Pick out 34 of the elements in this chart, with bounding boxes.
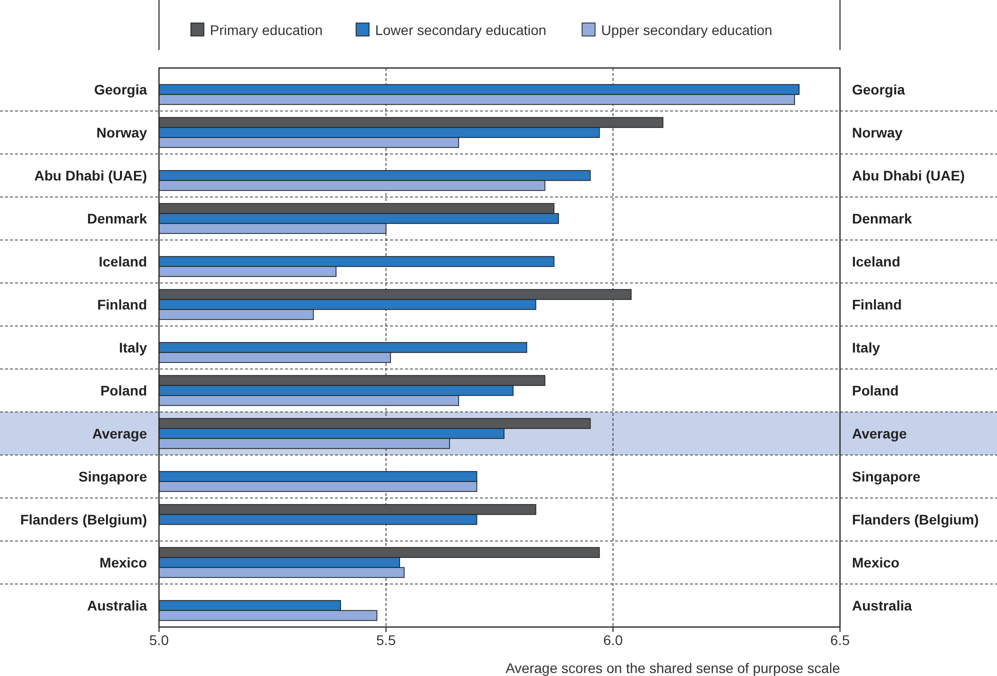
y-tick-label: Australia [87, 598, 148, 614]
y-tick-label: Norway [96, 124, 148, 140]
category-label: Norway [852, 124, 903, 140]
y-tick-label: Average [92, 426, 148, 442]
legend-label: Upper secondary education [601, 22, 772, 38]
x-tick-label: 6.0 [603, 632, 623, 648]
category-label: Australia [852, 598, 912, 614]
category-label: Denmark [852, 210, 912, 226]
text: Average [852, 426, 907, 442]
y-tick-label: Singapore [78, 468, 148, 484]
category-label: Iceland [852, 254, 900, 270]
y-tick-label: Denmark [87, 210, 148, 226]
x-axis-title: Average scores on the shared sense of purpose scale [506, 660, 840, 676]
category-label: Singapore [852, 468, 920, 484]
category-label: Abu Dhabi (UAE) [852, 168, 965, 184]
category-label: Finland [852, 296, 902, 312]
category-label: Poland [852, 382, 899, 398]
legend-label: Lower secondary education [375, 22, 546, 38]
category-label: Italy [852, 340, 880, 356]
category-label: Georgia [852, 82, 905, 98]
y-tick-label: Georgia [94, 82, 148, 98]
category-label: Mexico [852, 554, 900, 570]
y-tick-label: Flanders (Belgium) [20, 512, 147, 528]
x-tick-label: 6.5 [830, 632, 850, 648]
y-tick-label: Abu Dhabi (UAE) [34, 168, 147, 184]
category-label: Flanders (Belgium) [852, 512, 979, 528]
legend-label: Primary education [210, 22, 323, 38]
y-tick-label: Finland [97, 296, 147, 312]
y-tick-label: Poland [100, 382, 147, 398]
x-tick-label: 5.0 [149, 632, 169, 648]
x-tick-label: 5.5 [376, 632, 396, 648]
y-tick-label: Mexico [100, 554, 147, 570]
y-tick-label: Iceland [98, 254, 147, 270]
y-tick-label: Italy [118, 340, 148, 356]
